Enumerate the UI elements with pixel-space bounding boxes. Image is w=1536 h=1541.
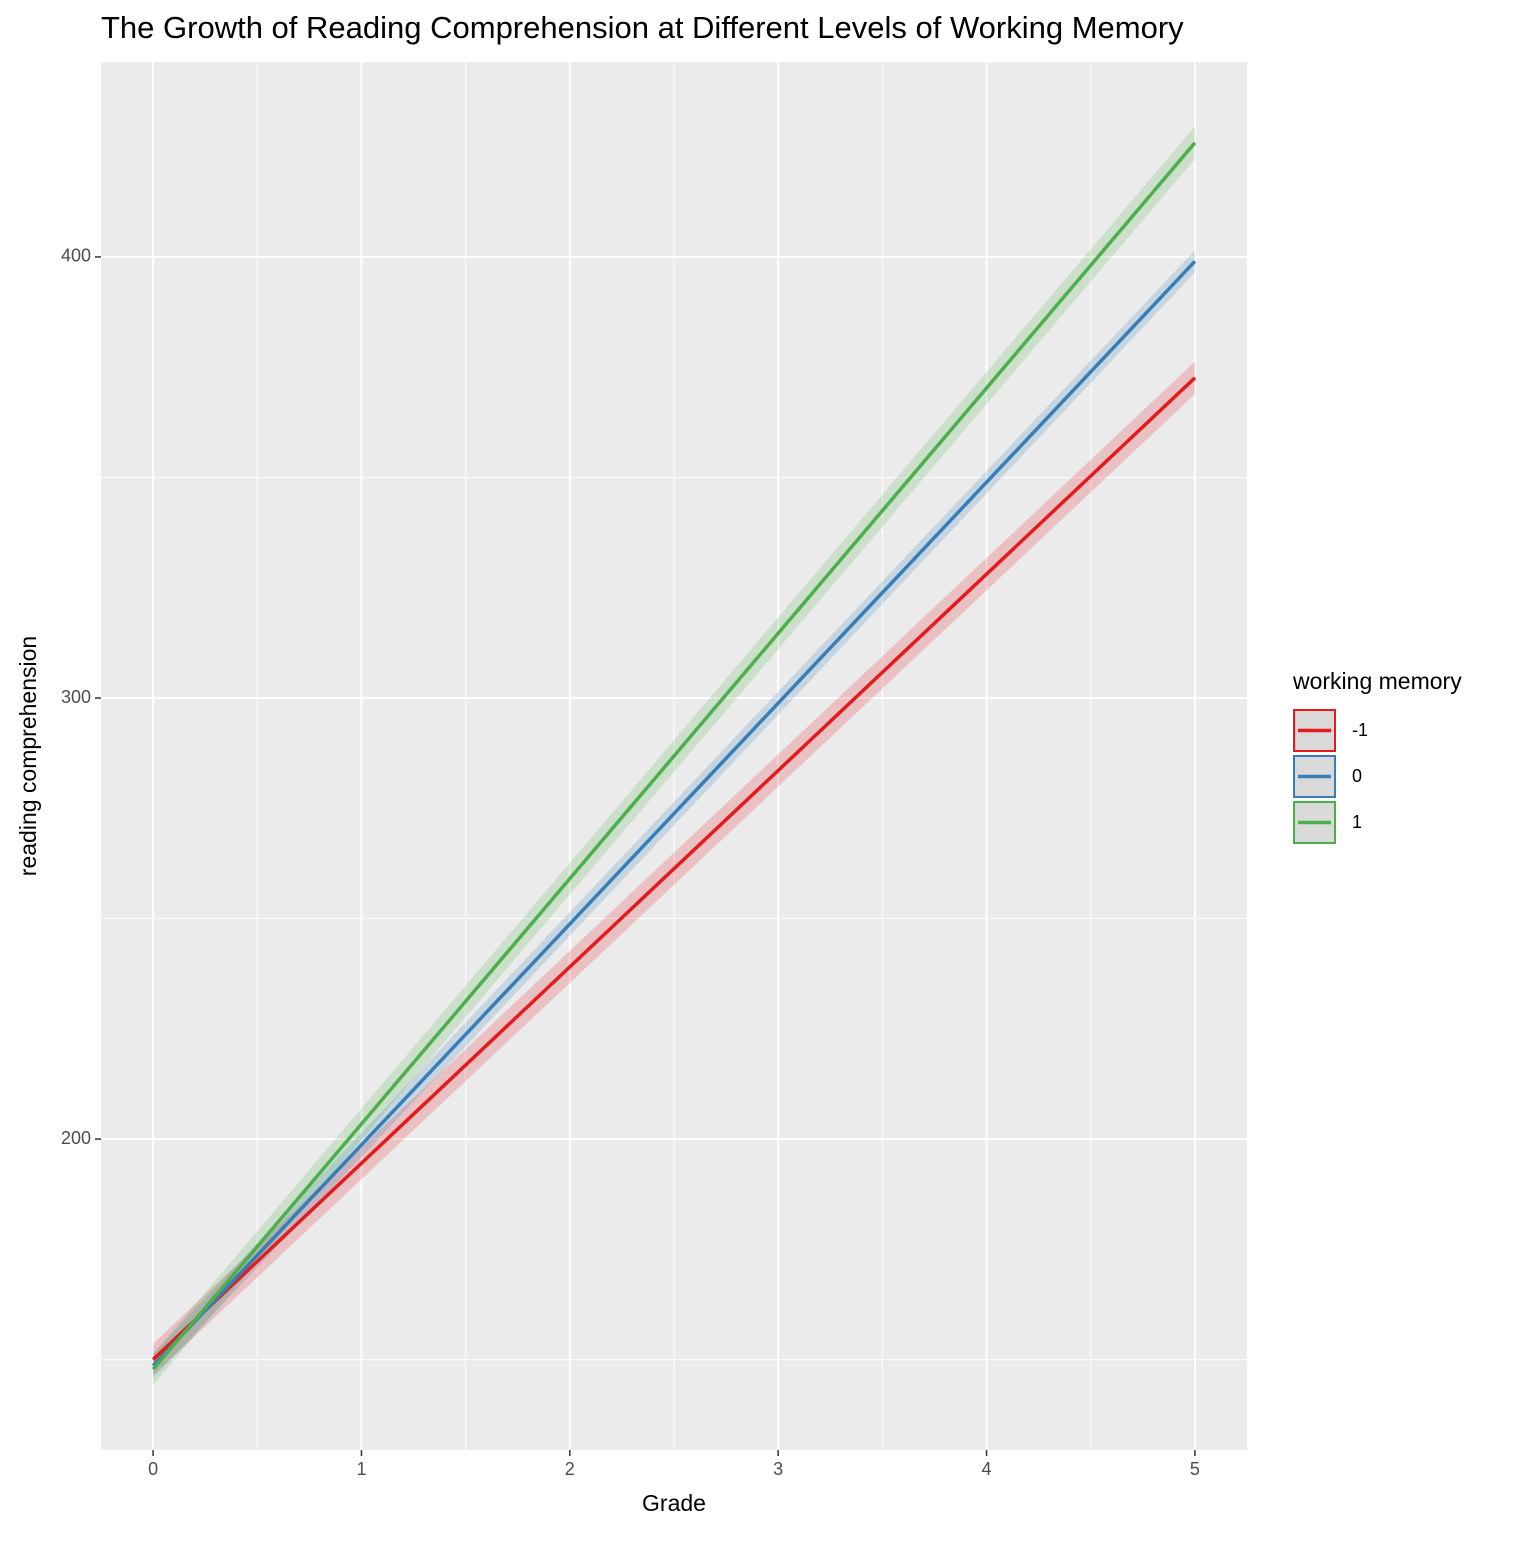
legend-label: -1 xyxy=(1352,720,1368,740)
y-tick-label: 200 xyxy=(61,1128,91,1148)
chart-title: The Growth of Reading Comprehension at D… xyxy=(101,10,1184,45)
x-tick-label: 4 xyxy=(982,1459,992,1479)
x-tick-label: 1 xyxy=(356,1459,366,1479)
legend-title: working memory xyxy=(1292,668,1462,694)
line xyxy=(151,260,1197,1367)
x-axis-label: Grade xyxy=(642,1490,706,1516)
y-tick-label: 400 xyxy=(61,246,91,266)
x-tick-label: 3 xyxy=(773,1459,783,1479)
legend-label: 0 xyxy=(1352,766,1362,786)
line xyxy=(151,376,1197,1361)
x-tick-label: 5 xyxy=(1190,1459,1200,1479)
x-tick-label: 2 xyxy=(565,1459,575,1479)
x-tick-label: 0 xyxy=(148,1459,158,1479)
y-tick-label: 300 xyxy=(61,687,91,707)
y-axis-label: reading comprehension xyxy=(15,636,41,876)
line xyxy=(151,141,1197,1371)
legend-label: 1 xyxy=(1352,812,1362,832)
